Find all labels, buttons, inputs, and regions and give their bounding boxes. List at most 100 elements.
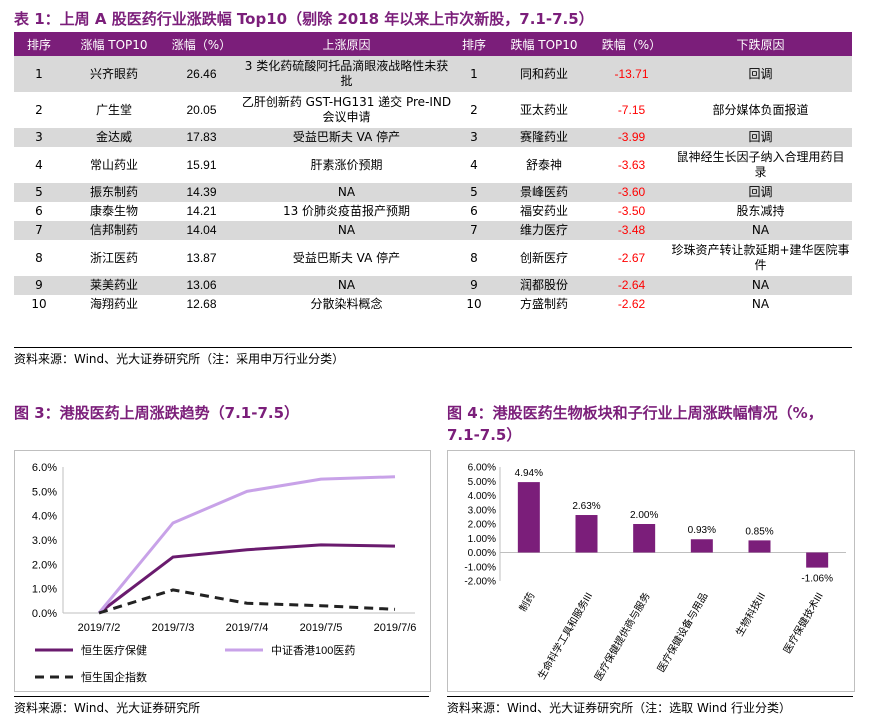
rank-cell: 2 xyxy=(35,102,43,117)
gain-pct-cell: 15.91 xyxy=(186,157,217,172)
reason-cell: 13 价肺炎疫苗报产预期 xyxy=(282,204,411,218)
gain-pct-cell: 14.21 xyxy=(186,204,217,218)
rank-cell: 3 xyxy=(454,128,494,147)
x-tick-label: 2019/7/4 xyxy=(226,622,269,634)
bar-chart-svg: 6.00% 5.00% 4.00% 3.00% 2.00% 1.00% 0.00% -1.00… xyxy=(464,463,846,683)
rank-cell: 8 xyxy=(470,250,478,265)
stock-name-cell: 广生堂 xyxy=(95,102,132,117)
figure3-chart: 6.0% 5.0% 4.0% 3.0% 2.0% 1.0% 0.0% 2019/7/2 2019… xyxy=(14,450,431,692)
table-row: 10 海翔药业 12.68 分散染料概念 10 方盛制药 -2.62 NA xyxy=(14,295,852,314)
reason-cell: 乙肝创新药 GST-HG131 递交 Pre-IND 会议申请 xyxy=(241,95,452,124)
loss-pct-cell: -3.48 xyxy=(594,221,669,240)
gain-pct-cell: 12.68 xyxy=(186,297,217,311)
reason-cell: 受益巴斯夫 VA 停产 xyxy=(239,128,454,147)
figure4-title-line1: 图 4：港股医药生物板块和子行业上周涨跌幅情况（%， xyxy=(447,404,823,422)
reason-cell: 受益巴斯夫 VA 停产 xyxy=(292,250,401,265)
table-row: 1 兴齐眼药 26.46 3 类化药硫酸阿托品滴眼液战略性未获批 1 同和药业 -13.71… xyxy=(14,56,852,92)
table-row: 5 振东制药 14.39 NA 5 景峰医药 -3.60 回调 xyxy=(14,183,852,202)
table-row: 8 浙江医药 13.87 受益巴斯夫 VA 停产 8 创新医疗 -2.67 珍珠资产转让款延期… xyxy=(14,240,852,276)
figure4-title-line2: 7.1-7.5） xyxy=(447,426,522,444)
stock-name-cell: 金达威 xyxy=(64,128,164,147)
line-chart-svg: 6.0% 5.0% 4.0% 3.0% 2.0% 1.0% 0.0% 2019/7/2 2019… xyxy=(32,462,417,684)
legend-label: 恒生医疗保健 xyxy=(81,643,147,657)
col-header: 上涨原因 xyxy=(239,32,454,56)
y-tick-label: 6.00% xyxy=(468,463,496,474)
reason-cell: NA xyxy=(239,221,454,240)
stock-name-cell: 赛隆药业 xyxy=(494,128,594,147)
stock-name-cell: 创新医疗 xyxy=(519,250,568,265)
rank-cell: 5 xyxy=(14,183,64,202)
legend-label: 恒生国企指数 xyxy=(81,670,147,684)
data-label: 0.93% xyxy=(688,525,716,536)
category-label: 制药 xyxy=(516,590,537,614)
loss-pct-cell: -3.50 xyxy=(617,204,646,218)
x-tick-label: 2019/7/5 xyxy=(300,622,343,634)
rank-cell: 4 xyxy=(470,157,478,172)
y-tick-label: -2.00% xyxy=(464,577,496,588)
table-source: 资料来源：Wind、光大证券研究所（注：采用申万行业分类） xyxy=(14,352,345,366)
data-label: 2.63% xyxy=(572,501,600,512)
rank-cell: 10 xyxy=(31,297,47,311)
y-tick-label: 5.0% xyxy=(32,486,57,498)
y-tick-label: 1.0% xyxy=(32,584,57,596)
stock-name-cell: 景峰医药 xyxy=(494,183,594,202)
rank-cell: 1 xyxy=(454,56,494,92)
reason-cell: 回调 xyxy=(669,183,852,202)
rank-cell: 7 xyxy=(14,221,64,240)
y-tick-label: 4.00% xyxy=(468,491,496,502)
reason-cell: NA xyxy=(239,183,454,202)
reason-cell: 回调 xyxy=(669,128,852,147)
stock-name-cell: 舒泰神 xyxy=(525,157,562,172)
stock-name-cell: 维力医疗 xyxy=(494,221,594,240)
col-header: 涨幅 TOP10 xyxy=(64,32,164,56)
reason-cell: 3 类化药硫酸阿托品滴眼液战略性未获批 xyxy=(239,56,454,92)
category-label: 医疗保健提供商与服务 xyxy=(592,590,653,683)
y-tick-label: 5.00% xyxy=(468,477,496,488)
reason-cell: 分散染料概念 xyxy=(310,297,383,311)
category-label: 生命科学工具和服务III xyxy=(535,590,595,682)
rank-cell: 6 xyxy=(35,204,43,218)
stock-name-cell: 亚太药业 xyxy=(519,102,568,117)
x-tick-label: 2019/7/2 xyxy=(78,622,121,634)
gain-pct-cell: 20.05 xyxy=(186,102,217,117)
rank-cell: 7 xyxy=(454,221,494,240)
reason-cell: 股东减持 xyxy=(736,204,785,218)
col-header: 排序 xyxy=(454,32,494,56)
table-row: 9 莱美药业 13.06 NA 9 润都股份 -2.64 NA xyxy=(14,276,852,295)
rank-cell: 8 xyxy=(35,250,43,265)
x-tick-label: 2019/7/6 xyxy=(374,622,417,634)
bar xyxy=(748,540,771,553)
stock-name-cell: 常山药业 xyxy=(89,157,138,172)
table-bottom-rule xyxy=(14,347,852,348)
category-label: 医疗保健技术III xyxy=(780,590,825,656)
y-tick-label: 2.0% xyxy=(32,559,57,571)
loss-pct-cell: -2.64 xyxy=(594,276,669,295)
table-row: 3 金达威 17.83 受益巴斯夫 VA 停产 3 赛隆药业 -3.99 回调 xyxy=(14,128,852,147)
stock-name-cell: 兴齐眼药 xyxy=(64,56,164,92)
stock-name-cell: 莱美药业 xyxy=(64,276,164,295)
stock-name-cell: 海翔药业 xyxy=(89,297,138,311)
loss-pct-cell: -3.63 xyxy=(617,157,646,172)
rank-cell: 6 xyxy=(470,204,478,218)
loss-pct-cell: -13.71 xyxy=(594,56,669,92)
y-tick-label: 2.00% xyxy=(468,520,496,531)
gain-pct-cell: 14.04 xyxy=(164,221,239,240)
category-label: 医疗保健设备与用品 xyxy=(654,590,710,674)
reason-cell: NA xyxy=(239,276,454,295)
stock-name-cell: 润都股份 xyxy=(494,276,594,295)
reason-cell: NA xyxy=(669,276,852,295)
y-tick-label: -1.00% xyxy=(464,562,496,573)
data-label: 2.00% xyxy=(630,510,658,521)
stock-name-cell: 方盛制药 xyxy=(519,297,568,311)
gain-pct-cell: 14.39 xyxy=(164,183,239,202)
loss-pct-cell: -2.67 xyxy=(617,250,646,265)
loss-pct-cell: -3.99 xyxy=(594,128,669,147)
gain-pct-cell: 26.46 xyxy=(164,56,239,92)
figure4-chart: 6.00% 5.00% 4.00% 3.00% 2.00% 1.00% 0.00% -1.00… xyxy=(447,450,855,692)
loss-pct-cell: -7.15 xyxy=(617,102,646,117)
bar xyxy=(806,552,829,568)
stock-name-cell: 振东制药 xyxy=(64,183,164,202)
table-row: 2 广生堂 20.05 乙肝创新药 GST-HG131 递交 Pre-IND 会议申请… xyxy=(14,92,852,128)
rank-cell: 1 xyxy=(14,56,64,92)
rank-cell: 2 xyxy=(470,102,478,117)
